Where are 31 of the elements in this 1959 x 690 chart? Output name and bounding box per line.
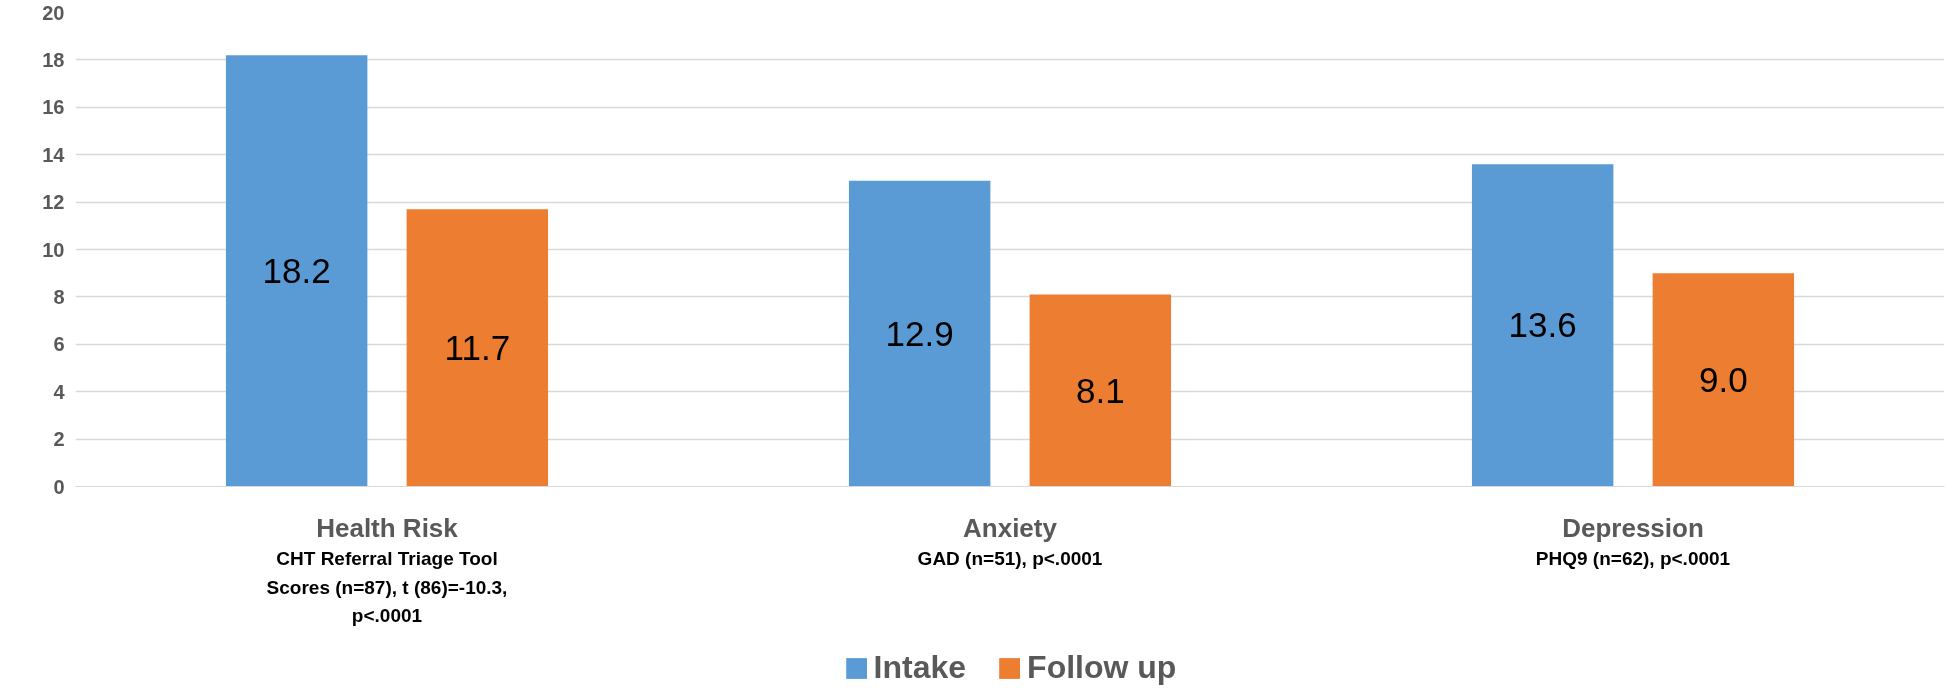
y-tick-label: 4	[53, 380, 66, 403]
text: PHQ9 (n=62), p<.0001	[1535, 548, 1731, 570]
y-tick-label: 16	[42, 96, 65, 119]
bar	[1471, 164, 1614, 487]
x-tick-label: Anxiety	[963, 512, 1058, 543]
y-tick-label: 8	[53, 285, 65, 308]
bar	[225, 55, 368, 487]
data-label: 12.9	[885, 313, 954, 353]
data-label: 9.0	[1699, 359, 1748, 399]
bar	[406, 209, 549, 487]
x-tick-label: Depression	[1562, 512, 1704, 543]
data-label: 8.1	[1076, 370, 1125, 410]
data-label: 13.6	[1508, 305, 1577, 345]
bar	[848, 180, 991, 487]
data-label: 18.2	[262, 250, 331, 290]
legend-label: Follow up	[1027, 649, 1177, 686]
bar	[1652, 273, 1795, 487]
text: CHT Referral Triage Tool Scores (n=87), t (86)=-10.3, p<.0001	[266, 548, 508, 627]
data-label: 11.7	[444, 327, 511, 367]
y-tick-label: 10	[42, 238, 65, 261]
x-tick-label: Health Risk	[316, 512, 459, 543]
y-tick-label: 14	[42, 143, 66, 166]
bar	[1029, 294, 1172, 487]
legend-label: Intake	[873, 649, 967, 686]
text: GAD (n=51), p<.0001	[917, 548, 1103, 570]
y-tick-label: 20	[42, 1, 65, 24]
y-tick-label: 2	[53, 428, 65, 451]
y-tick-label: 0	[53, 475, 65, 498]
y-tick-label: 12	[42, 191, 65, 214]
y-tick-label: 6	[53, 333, 65, 356]
y-tick-label: 18	[42, 48, 65, 71]
